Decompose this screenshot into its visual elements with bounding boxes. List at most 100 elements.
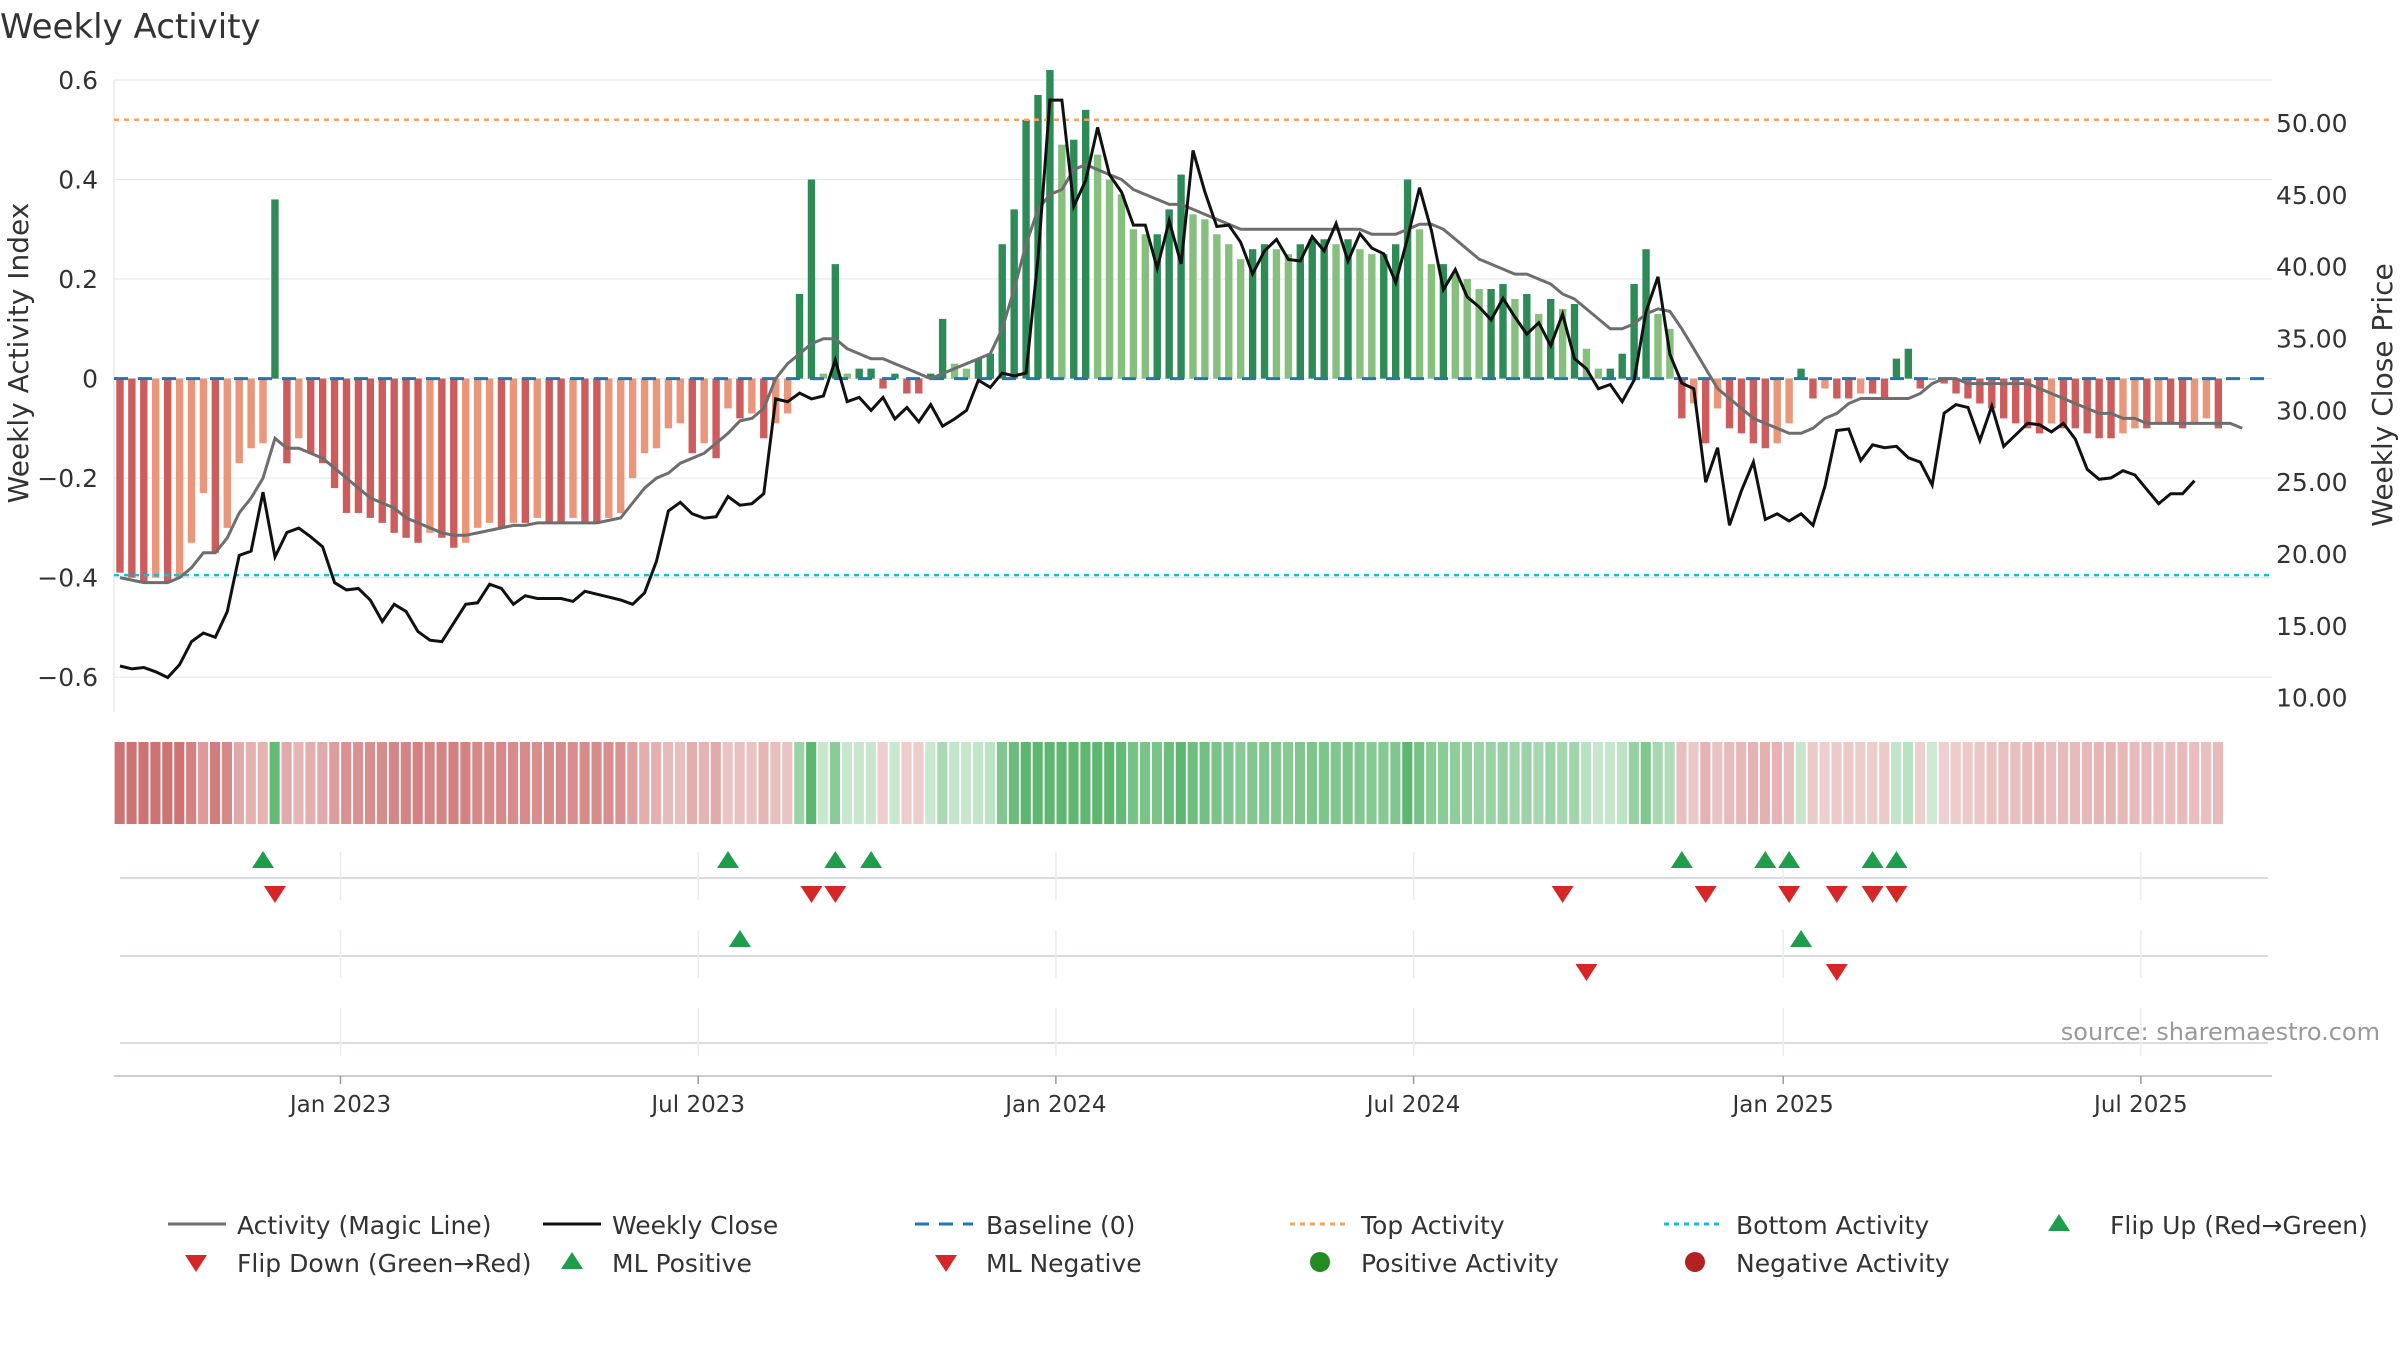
activity-heat-cell [1175, 742, 1186, 824]
activity-heat-cell [1020, 742, 1031, 824]
activity-bar [1034, 94, 1042, 379]
flip-down-marker [800, 886, 823, 903]
activity-bar [640, 378, 649, 454]
activity-bar [891, 373, 899, 379]
activity-bar [1368, 254, 1376, 379]
activity-bar [1558, 308, 1567, 379]
activity-heat-cell [198, 742, 209, 824]
y-tick-label-left: −0.6 [37, 663, 98, 692]
flip-up-marker [717, 851, 740, 868]
activity-bar [402, 378, 410, 538]
activity-heat-cell [961, 742, 972, 824]
activity-heat-cell [1414, 742, 1425, 824]
activity-bar [1391, 244, 1400, 379]
activity-bar [1320, 239, 1328, 379]
activity-heat-cell [651, 742, 662, 824]
activity-bar [938, 318, 947, 379]
activity-bar [366, 378, 375, 518]
activity-heat-cell [853, 742, 864, 824]
activity-bar [700, 378, 708, 444]
activity-bar [783, 378, 792, 414]
activity-heat-cell [1247, 742, 1258, 824]
legend-label-flip-down: Flip Down (Green→Red) [237, 1249, 532, 1278]
y-tick-label-right: 15.00 [2276, 612, 2348, 641]
legend-label-magic-line: Activity (Magic Line) [237, 1211, 491, 1240]
activity-heat-cell [1616, 742, 1627, 824]
flip-up-marker [1861, 851, 1884, 868]
flip-up-marker [824, 851, 847, 868]
activity-heat-cell [2177, 742, 2188, 824]
activity-bar [1475, 289, 1483, 379]
activity-bar [1606, 368, 1614, 379]
activity-bar [1344, 239, 1352, 379]
activity-heat-cell [1545, 742, 1556, 824]
activity-heat-cell [186, 742, 197, 824]
activity-heat-cell [758, 742, 769, 824]
activity-bar [116, 378, 124, 573]
activity-bar [1725, 378, 1734, 429]
activity-bar [1427, 264, 1436, 379]
activity-bar [2155, 378, 2163, 424]
activity-heat-cell [424, 742, 435, 824]
flip-down-marker [1885, 886, 1908, 903]
legend-item-weekly-close: Weekly Close [543, 1211, 778, 1240]
activity-heat-cell [1998, 742, 2009, 824]
activity-heat-cell [436, 742, 447, 824]
activity-bar [807, 179, 816, 379]
activity-heat-cell [1449, 742, 1461, 824]
activity-bar [1117, 194, 1126, 379]
legend-item-positive-activity: Positive Activity [1310, 1249, 1559, 1278]
activity-heat-cell [1581, 742, 1592, 824]
activity-bar [1058, 144, 1066, 379]
activity-bar [664, 378, 673, 429]
activity-heat-cell [1557, 742, 1568, 824]
flip-up-marker [1778, 851, 1801, 868]
activity-bar [843, 373, 851, 379]
activity-bar [2190, 378, 2199, 424]
activity-bar [950, 363, 959, 379]
activity-heat-cell [221, 742, 233, 824]
activity-bar [1463, 279, 1471, 379]
activity-heat-cell [1283, 742, 1294, 824]
ml-positive-marker [1790, 930, 1813, 947]
chart-title: Weekly Activity [0, 7, 261, 47]
activity-heat-cell [1664, 742, 1675, 824]
activity-heat-cell [1068, 742, 1079, 824]
activity-heat-cell [317, 742, 328, 824]
activity-heat-cell [269, 742, 280, 824]
activity-heat-cell [2057, 742, 2069, 824]
ml-negative-marker [1825, 964, 1848, 981]
activity-heat-cell [162, 742, 173, 824]
y-axis-label-right: Weekly Close Price [2366, 263, 2399, 526]
activity-heat-cell [1151, 742, 1162, 824]
activity-heat-cell [1676, 742, 1687, 824]
legend-label-weekly-close: Weekly Close [612, 1211, 778, 1240]
legend-item-ml-negative: ML Negative [935, 1249, 1142, 1278]
activity-heat-cell [1509, 742, 1520, 824]
activity-bar [1845, 378, 1853, 399]
activity-heat-cell [1187, 742, 1198, 824]
activity-heat-cell [1497, 742, 1508, 824]
activity-heat-cell [1271, 742, 1282, 824]
activity-bar [128, 378, 136, 578]
activity-bar [1129, 229, 1138, 379]
x-tick-label: Jul 2024 [1365, 1092, 1461, 1118]
x-tick-label: Jan 2024 [1003, 1092, 1106, 1118]
activity-heat-cell [1938, 742, 1949, 824]
activity-bar [605, 378, 613, 518]
activity-heat-cell [1986, 742, 1997, 824]
activity-bar [1260, 244, 1269, 379]
activity-bar [2143, 378, 2151, 429]
activity-heat-cell [1962, 742, 1973, 824]
x-tick-label: Jul 2023 [649, 1092, 745, 1118]
activity-bar [1570, 303, 1579, 379]
y-tick-label-left: 0 [82, 365, 98, 394]
activity-heat-cell [1950, 742, 1961, 824]
activity-bar [2047, 378, 2056, 424]
activity-bar [1833, 378, 1841, 399]
flip-down-marker [1778, 886, 1801, 903]
activity-bar [533, 378, 541, 518]
activity-heat-cell [1604, 742, 1616, 824]
activity-bar [1797, 368, 1805, 379]
activity-heat-cell [1390, 742, 1401, 824]
